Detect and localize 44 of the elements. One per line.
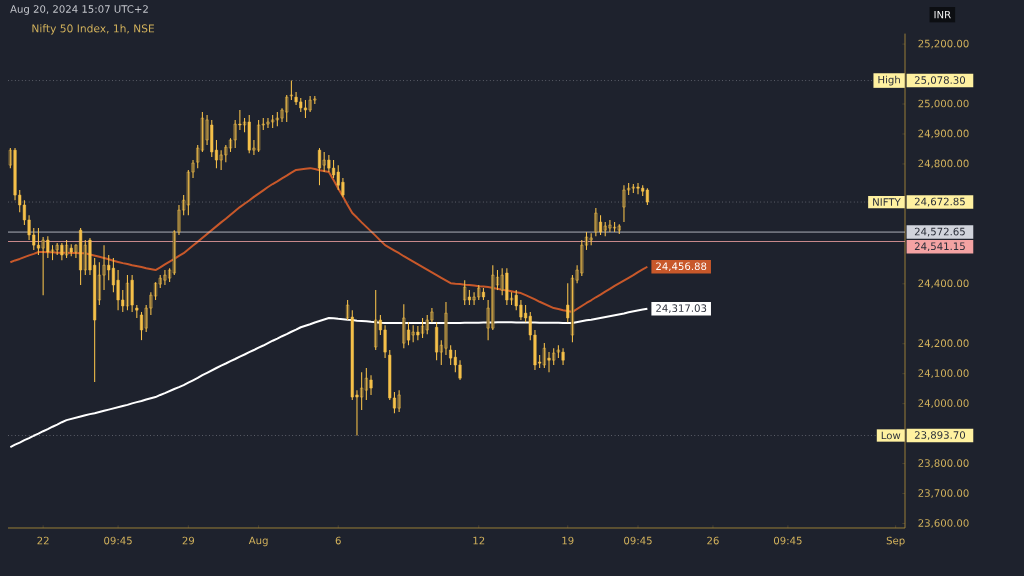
ref-line-label: NIFTY (873, 198, 901, 206)
ref-line-label: High (878, 75, 900, 86)
y-tick-label: 23,800.00 (918, 459, 969, 468)
candlestick (402, 303, 406, 349)
chart-title: Nifty 50 Index, 1h, NSE (32, 24, 155, 35)
ref-line-label: 24,541.15 (914, 242, 965, 252)
candlestick (617, 223, 621, 235)
text: 24,672.85 (914, 197, 965, 207)
x-tick-label: 6 (335, 536, 341, 545)
y-tick-label: 25,200.00 (918, 39, 969, 49)
text: INR (934, 10, 951, 19)
y-tick-label: 23,700.00 (918, 489, 969, 498)
candlestick (463, 279, 467, 306)
y-tick-label: 24,100.00 (918, 369, 969, 379)
x-tick-label: 29 (182, 536, 195, 545)
candlestick (374, 289, 378, 351)
x-tick-label: 22 (37, 536, 49, 545)
chart-subtitle: Aug 20, 2024 15:07 UTC+2 (10, 5, 148, 15)
y-tick-label: 23,600.00 (918, 519, 969, 528)
y-tick-label: 25,000.00 (918, 99, 969, 109)
candlestick (589, 232, 593, 246)
x-tick-label: Aug (248, 536, 268, 547)
x-tick-label: 09:45 (773, 536, 802, 545)
ref-line-label: Low (881, 431, 901, 440)
candlestick (435, 321, 439, 361)
x-tick-label: 09:45 (104, 536, 132, 545)
y-tick-label: 24,900.00 (918, 129, 969, 139)
data-label: 24,317.03 (656, 304, 707, 313)
candlestick (449, 344, 453, 366)
x-tick-label: 19 (562, 536, 574, 545)
y-tick-label: 24,200.00 (918, 339, 969, 349)
x-tick-label: 12 (473, 536, 485, 545)
y-tick-label: 24,400.00 (918, 279, 969, 289)
y-tick-label: 24,000.00 (918, 399, 969, 408)
y-tick-label: 24,800.00 (918, 159, 969, 169)
candlestick (135, 304, 139, 319)
x-tick-label: Sep (886, 536, 905, 547)
x-tick-label: 26 (707, 536, 719, 545)
text: 23,893.70 (914, 431, 966, 440)
candlestick (645, 187, 649, 206)
ref-line-label: 24,572.65 (914, 227, 965, 237)
data-label: 24,456.88 (656, 262, 707, 272)
x-tick-label: 09:45 (624, 536, 652, 545)
text: 25,078.30 (914, 76, 966, 85)
